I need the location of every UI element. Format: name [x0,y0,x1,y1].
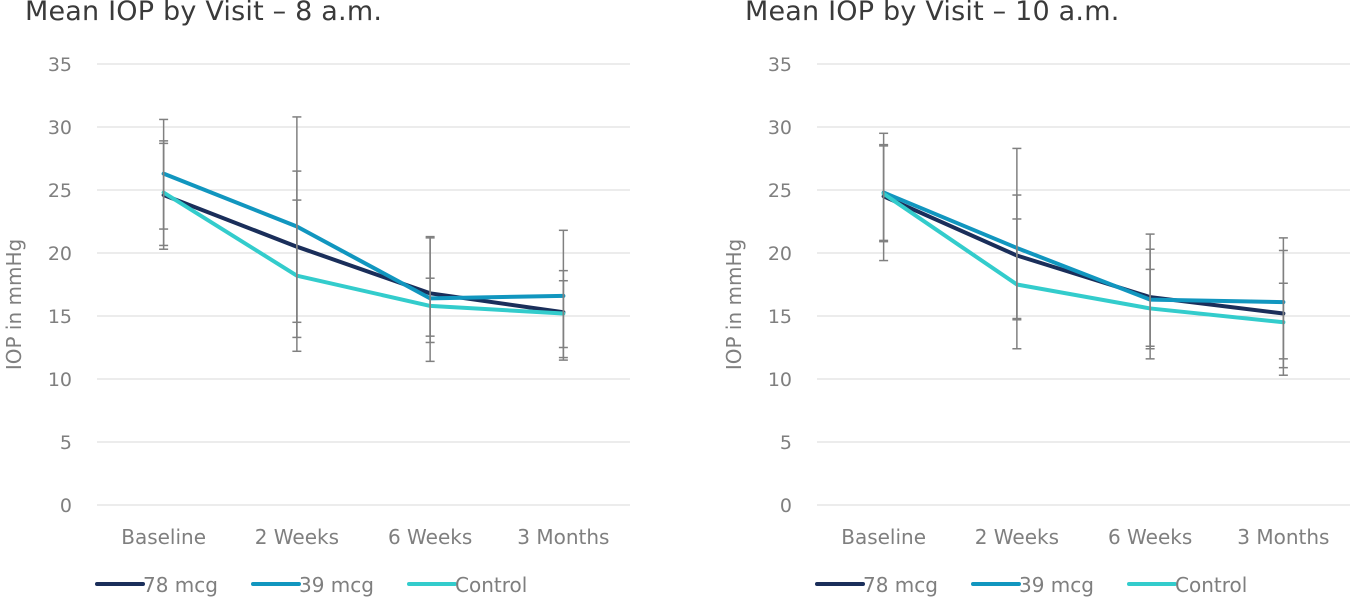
y-tick-label: 10 [48,369,72,391]
y-tick-label: 5 [780,432,792,454]
y-tick-label: 35 [48,54,72,76]
error-bar-control-2-weeks [1012,218,1022,320]
error-bar-control-3-months [1278,282,1288,369]
x-tick-label-3-months: 3 Months [517,525,609,549]
y-tick-label: 30 [768,117,792,139]
error-bar-control-baseline [159,142,169,247]
y-tick-label: 15 [768,306,792,328]
legend-label: Control [1175,573,1247,597]
y-tick-label: 10 [768,369,792,391]
x-tick-label-6-weeks: 6 Weeks [1108,525,1192,549]
legend-label: Control [455,573,527,597]
y-tick-label: 5 [60,432,72,454]
legend-item-39-mcg: 39 mcg [971,573,1094,597]
chart-title: Mean IOP by Visit – 10 a.m. [745,0,1120,27]
legend-label: 39 mcg [299,573,374,597]
x-tick-label-6-weeks: 6 Weeks [388,525,472,549]
series-line-control [881,191,1286,325]
y-tick-label: 25 [768,180,792,202]
x-tick-label-3-months: 3 Months [1237,525,1329,549]
line-chart-10am: 0 5 10 15 20 25 30 35 IOP in mmHg Baseline 2 Weeks… [722,54,1350,597]
y-tick-label: 20 [768,243,792,265]
x-tick-label-2-weeks: 2 Weeks [255,525,339,549]
legend-item-78-mcg: 78 mcg [95,573,218,597]
y-tick-label: 0 [780,495,792,517]
line-chart-8am: 0 5 10 15 20 25 30 35 IOP in mmHg Baseline 2 Weeks… [2,54,630,597]
legend-item-control: Control [407,573,527,597]
y-axis-label: IOP in mmHg [722,239,746,370]
legend-item-78-mcg: 78 mcg [815,573,938,597]
chart-panel-8am: Mean IOP by Visit – 8 a.m. 0 5 10 15 20 25 30 3… [2,0,630,597]
error-bar-control-3-months [558,279,568,349]
error-bar-control-baseline [879,145,889,243]
legend-label: 39 mcg [1019,573,1094,597]
y-tick-label: 0 [60,495,72,517]
error-bar-control-6-weeks [1145,268,1155,347]
x-tick-label-2-weeks: 2 Weeks [975,525,1059,549]
legend-label: 78 mcg [143,573,218,597]
y-tick-label: 20 [48,243,72,265]
y-tick-label: 15 [48,306,72,328]
y-axis-label: IOP in mmHg [2,239,26,370]
series-line-39-mcg [881,190,1286,305]
chart-title: Mean IOP by Visit – 8 a.m. [25,0,383,27]
x-tick-label-baseline: Baseline [121,525,206,549]
chart-panel-10am: Mean IOP by Visit – 10 a.m. 0 5 10 15 20 25 30… [720,0,1350,600]
series-line-78-mcg [881,194,1286,316]
series-line-39-mcg [161,171,566,301]
error-bar-control-6-weeks [425,277,435,337]
y-tick-label: 30 [48,117,72,139]
x-tick-label-baseline: Baseline [841,525,926,549]
y-tick-label: 25 [48,180,72,202]
legend-label: 78 mcg [863,573,938,597]
y-tick-label: 35 [768,54,792,76]
legend-item-39-mcg: 39 mcg [251,573,374,597]
error-bar-control-2-weeks [292,199,302,339]
series-line-78-mcg [161,193,566,315]
legend-item-control: Control [1127,573,1247,597]
series-line-control [161,190,566,316]
